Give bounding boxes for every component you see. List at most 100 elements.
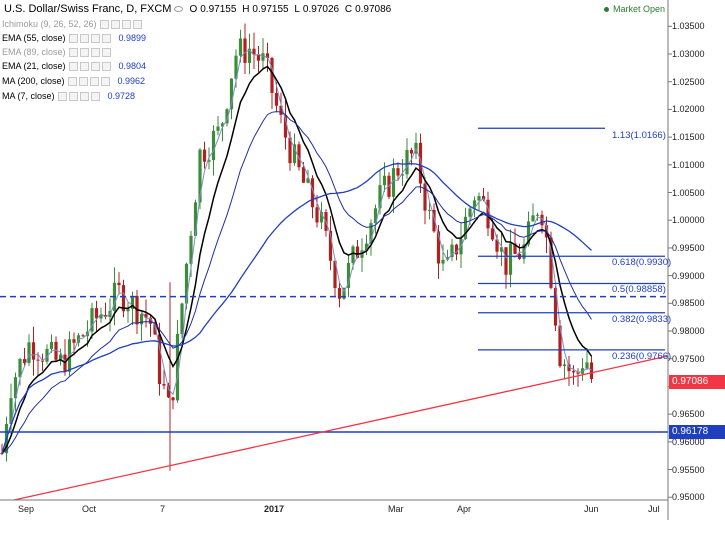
candle-body — [252, 48, 256, 55]
candle-body — [369, 223, 373, 244]
candle-body — [450, 244, 454, 258]
candle-body — [585, 362, 589, 369]
candle-body — [342, 287, 346, 299]
candle-body — [477, 196, 481, 201]
fib-label-1-13: 1.13(1.0166) — [612, 130, 666, 142]
eye-icon[interactable] — [68, 61, 78, 71]
candle-body — [157, 334, 162, 385]
close-icon[interactable] — [90, 33, 100, 43]
more-icon[interactable] — [90, 91, 100, 101]
candle-body — [126, 309, 130, 312]
indicator-row-ema21[interactable]: EMA (21, close) 0.9804 — [2, 61, 146, 71]
candle-body — [504, 247, 508, 275]
indicator-name: MA (200, close) — [2, 76, 65, 86]
ema55-line — [1, 111, 592, 454]
candle-body — [234, 55, 238, 79]
candle-body — [490, 228, 495, 240]
y-tick-label: 0.95000 — [672, 492, 705, 503]
candle-body — [265, 53, 270, 59]
candle-body — [238, 38, 243, 56]
indicator-row-ma200[interactable]: MA (200, close) 0.9962 — [2, 76, 145, 86]
candle-body — [549, 237, 553, 288]
gear-icon[interactable] — [78, 76, 88, 86]
candle-body — [22, 359, 27, 364]
ohlc-close-label: C — [344, 3, 353, 15]
more-icon[interactable] — [132, 19, 142, 29]
ohlc-close-value: 0.97086 — [355, 3, 392, 15]
gear-icon[interactable] — [79, 61, 89, 71]
candle-body — [531, 215, 535, 222]
candle-body — [315, 207, 319, 223]
indicator-row-ma7[interactable]: MA (7, close) 0.9728 — [2, 91, 135, 101]
y-tick-label: 1.03000 — [672, 49, 705, 59]
candle-body — [256, 54, 261, 61]
eye-icon[interactable] — [67, 76, 77, 86]
eye-icon[interactable] — [57, 91, 67, 101]
ohlc-high-label: H — [242, 3, 250, 15]
x-tick-sep: Sep — [18, 504, 35, 514]
candle-body — [432, 209, 436, 232]
eye-icon[interactable] — [68, 47, 78, 57]
close-icon[interactable] — [90, 61, 100, 71]
ohlc-high-value: 0.97155 — [252, 3, 289, 15]
candle-body — [117, 282, 121, 286]
y-tick-label: 1.01500 — [672, 132, 705, 143]
candle-body — [472, 200, 477, 209]
candle-body — [351, 246, 355, 264]
more-icon[interactable] — [101, 61, 111, 71]
x-tick-apr: Apr — [457, 504, 472, 514]
indicator-name: EMA (55, close) — [2, 33, 66, 43]
indicator-name: EMA (21, close) — [2, 61, 66, 71]
candle-body — [558, 325, 562, 367]
gear-icon[interactable] — [79, 33, 89, 43]
x-tick-jul: Jul — [648, 504, 660, 514]
fib-label-0-236: 0.236(0.9766) — [612, 350, 672, 362]
candle-body — [468, 208, 472, 217]
indicator-row-ema55[interactable]: EMA (55, close) 0.9899 — [2, 33, 146, 43]
candle-body — [378, 185, 382, 209]
moving-average-lines — [1, 49, 593, 454]
candle-body — [589, 362, 594, 380]
close-icon[interactable] — [89, 76, 99, 86]
close-icon[interactable] — [121, 19, 131, 29]
more-icon[interactable] — [100, 76, 110, 86]
candle-body — [495, 239, 499, 252]
ohlc-readout: O 0.97155 H 0.97155 L 0.97026 C 0.97086 — [189, 4, 394, 15]
candle-body — [423, 183, 427, 211]
indicator-row-ema89[interactable]: EMA (89, close) — [2, 47, 113, 57]
candle-body — [229, 78, 234, 110]
candle-body — [508, 243, 513, 275]
indicator-value: 0.9728 — [107, 91, 136, 101]
gear-icon[interactable] — [68, 91, 78, 101]
ohlc-low-value: 0.97026 — [302, 3, 340, 15]
candle-body — [27, 342, 31, 364]
candle-body — [45, 348, 49, 362]
candle-body — [445, 257, 450, 260]
y-tick-label: 0.99000 — [672, 270, 705, 281]
gear-icon[interactable] — [79, 47, 89, 57]
visibility-icon[interactable] — [174, 6, 184, 12]
indicator-controls — [68, 33, 113, 43]
candle-body — [297, 144, 301, 168]
candle-body — [175, 333, 180, 401]
symbol-title[interactable]: U.S. Dollar/Swiss Franc, D, FXCM — [4, 3, 172, 15]
candle-body — [409, 149, 414, 154]
close-icon[interactable] — [90, 47, 100, 57]
gear-icon[interactable] — [110, 19, 120, 29]
candle-body — [292, 144, 297, 164]
indicator-value: 0.9804 — [118, 61, 147, 71]
candle-body — [301, 167, 306, 183]
candle-body — [247, 48, 252, 63]
candle-body — [90, 308, 94, 332]
candle-body — [346, 263, 351, 288]
more-icon[interactable] — [101, 33, 111, 43]
more-icon[interactable] — [101, 47, 111, 57]
close-icon[interactable] — [79, 91, 89, 101]
candle-body — [81, 335, 85, 337]
eye-icon[interactable] — [68, 33, 78, 43]
eye-icon[interactable] — [99, 19, 109, 29]
x-tick-2017: 2017 — [264, 504, 285, 514]
candle-body — [99, 314, 103, 319]
indicator-row-ichimoku[interactable]: Ichimoku (9, 26, 52, 26) — [2, 19, 144, 29]
